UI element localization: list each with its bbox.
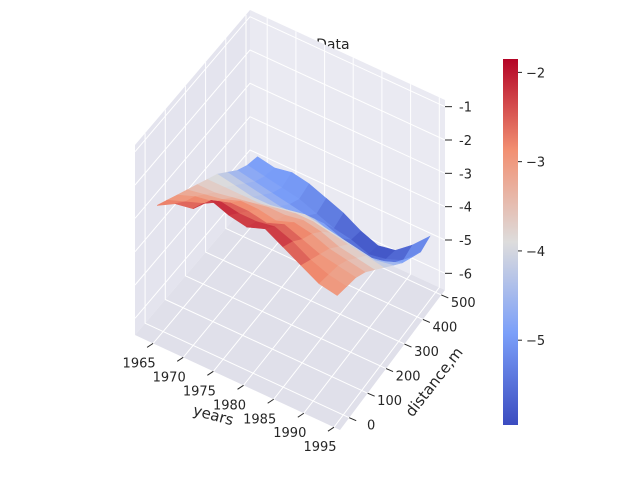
colorbar-tick-label: −4 — [526, 245, 545, 260]
grid-line — [164, 109, 368, 394]
x-tick — [297, 412, 305, 418]
x-tick — [237, 384, 244, 390]
y-tick — [422, 319, 431, 323]
colorbar-ticks — [518, 71, 522, 341]
grid-line — [333, 97, 440, 428]
grid-line — [205, 62, 405, 345]
grid-line — [134, 16, 446, 153]
grid-line — [184, 85, 387, 370]
y-tick-label: 200 — [396, 370, 421, 385]
x-tick-label: 1995 — [303, 440, 336, 455]
x-tick-label: 1965 — [123, 356, 156, 371]
grid-line — [134, 49, 446, 186]
x-tick — [176, 356, 184, 362]
grid-line — [144, 133, 350, 419]
colorbar-tick-label: −2 — [526, 66, 545, 81]
y-tick — [385, 368, 394, 373]
x-tick-label: 1975 — [183, 384, 216, 399]
z-tick-label: -5 — [459, 234, 472, 249]
y-tick-label: 100 — [377, 394, 402, 409]
x-tick — [267, 398, 274, 404]
y-tick-label: 300 — [414, 345, 439, 360]
z-tick-label: -4 — [459, 201, 472, 216]
z-tick-label: -6 — [459, 267, 472, 282]
colorbar — [503, 59, 518, 425]
z-tick-label: -1 — [459, 101, 472, 116]
y-tick — [404, 343, 412, 348]
y-tick — [349, 417, 357, 422]
surface-mesh — [156, 156, 431, 296]
colorbar-tick-label: −5 — [526, 334, 545, 349]
y-tick — [441, 294, 449, 299]
grid-line — [303, 84, 412, 414]
grid-line — [225, 38, 424, 320]
y-tick — [367, 392, 375, 397]
x-tick — [207, 370, 214, 376]
colorbar-tick-label: −3 — [526, 156, 545, 171]
grid-line — [134, 116, 446, 253]
surface-patch — [318, 274, 347, 296]
x-tick — [146, 342, 154, 348]
x-tick-label: 1970 — [153, 370, 186, 385]
y-tick-label: 400 — [432, 321, 457, 336]
y-tick-label: 500 — [451, 296, 476, 311]
left-pane — [135, 10, 250, 335]
x-tick — [327, 426, 335, 432]
z-tick-label: -2 — [459, 134, 472, 149]
x-tick-label: 1985 — [243, 412, 276, 427]
y-tick-label: 0 — [367, 419, 375, 434]
x-tick-label: 1990 — [273, 426, 306, 441]
axis-ticks — [146, 106, 452, 432]
grid-line — [134, 149, 446, 286]
grid-line — [134, 82, 446, 219]
z-tick-label: -3 — [459, 167, 472, 182]
x-tick-label: 1980 — [213, 398, 246, 413]
